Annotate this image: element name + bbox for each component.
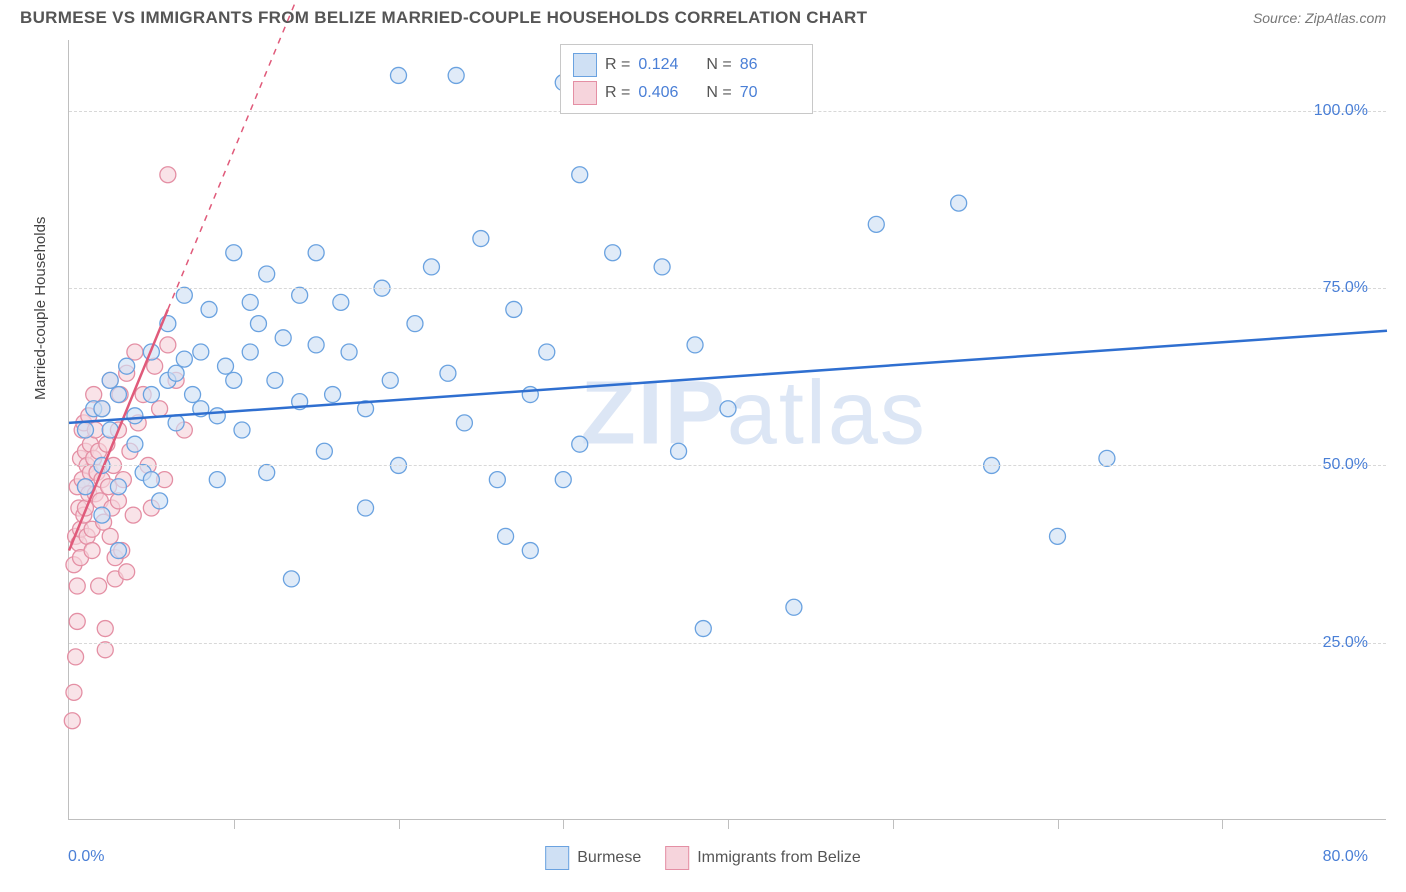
x-tick: [399, 819, 400, 829]
legend-r-value: 0.124: [638, 56, 698, 74]
x-tick-min: 0.0%: [68, 848, 104, 866]
legend-n-value: 86: [740, 56, 800, 74]
series-legend-item: Immigrants from Belize: [665, 846, 861, 870]
legend-n-value: 70: [740, 84, 800, 102]
x-tick: [893, 819, 894, 829]
series-legend-item: Burmese: [545, 846, 641, 870]
legend-row: R = 0.124 N = 86: [573, 51, 800, 79]
y-axis-label: Married-couple Households: [32, 217, 49, 400]
y-tick-label: 25.0%: [1323, 634, 1368, 652]
series-legend-label: Immigrants from Belize: [697, 849, 861, 867]
series-legend-label: Burmese: [577, 849, 641, 867]
legend-r-label: R =: [605, 84, 630, 102]
chart-title: BURMESE VS IMMIGRANTS FROM BELIZE MARRIE…: [20, 8, 867, 28]
y-tick-label: 75.0%: [1323, 279, 1368, 297]
y-tick-label: 100.0%: [1314, 102, 1368, 120]
source-attribution: Source: ZipAtlas.com: [1253, 10, 1386, 26]
x-tick-max: 80.0%: [1323, 848, 1368, 866]
legend-swatch: [573, 53, 597, 77]
scatter-svg: [69, 40, 1386, 819]
header: BURMESE VS IMMIGRANTS FROM BELIZE MARRIE…: [0, 0, 1406, 32]
y-tick-label: 50.0%: [1323, 456, 1368, 474]
gridline: [69, 465, 1386, 466]
legend-n-label: N =: [706, 56, 731, 74]
legend-n-label: N =: [706, 84, 731, 102]
legend-r-value: 0.406: [638, 84, 698, 102]
stats-legend: R = 0.124 N = 86 R = 0.406 N = 70: [560, 44, 813, 114]
x-tick: [728, 819, 729, 829]
x-tick: [1222, 819, 1223, 829]
x-tick: [234, 819, 235, 829]
series-legend: Burmese Immigrants from Belize: [545, 846, 861, 870]
legend-swatch: [665, 846, 689, 870]
plot-area: ZIPatlas 25.0%50.0%75.0%100.0%: [68, 40, 1386, 820]
gridline: [69, 288, 1386, 289]
legend-r-label: R =: [605, 56, 630, 74]
x-tick: [563, 819, 564, 829]
chart-container: Married-couple Households ZIPatlas 25.0%…: [20, 40, 1386, 870]
legend-swatch: [545, 846, 569, 870]
legend-swatch: [573, 81, 597, 105]
legend-row: R = 0.406 N = 70: [573, 79, 800, 107]
x-tick: [1058, 819, 1059, 829]
gridline: [69, 643, 1386, 644]
